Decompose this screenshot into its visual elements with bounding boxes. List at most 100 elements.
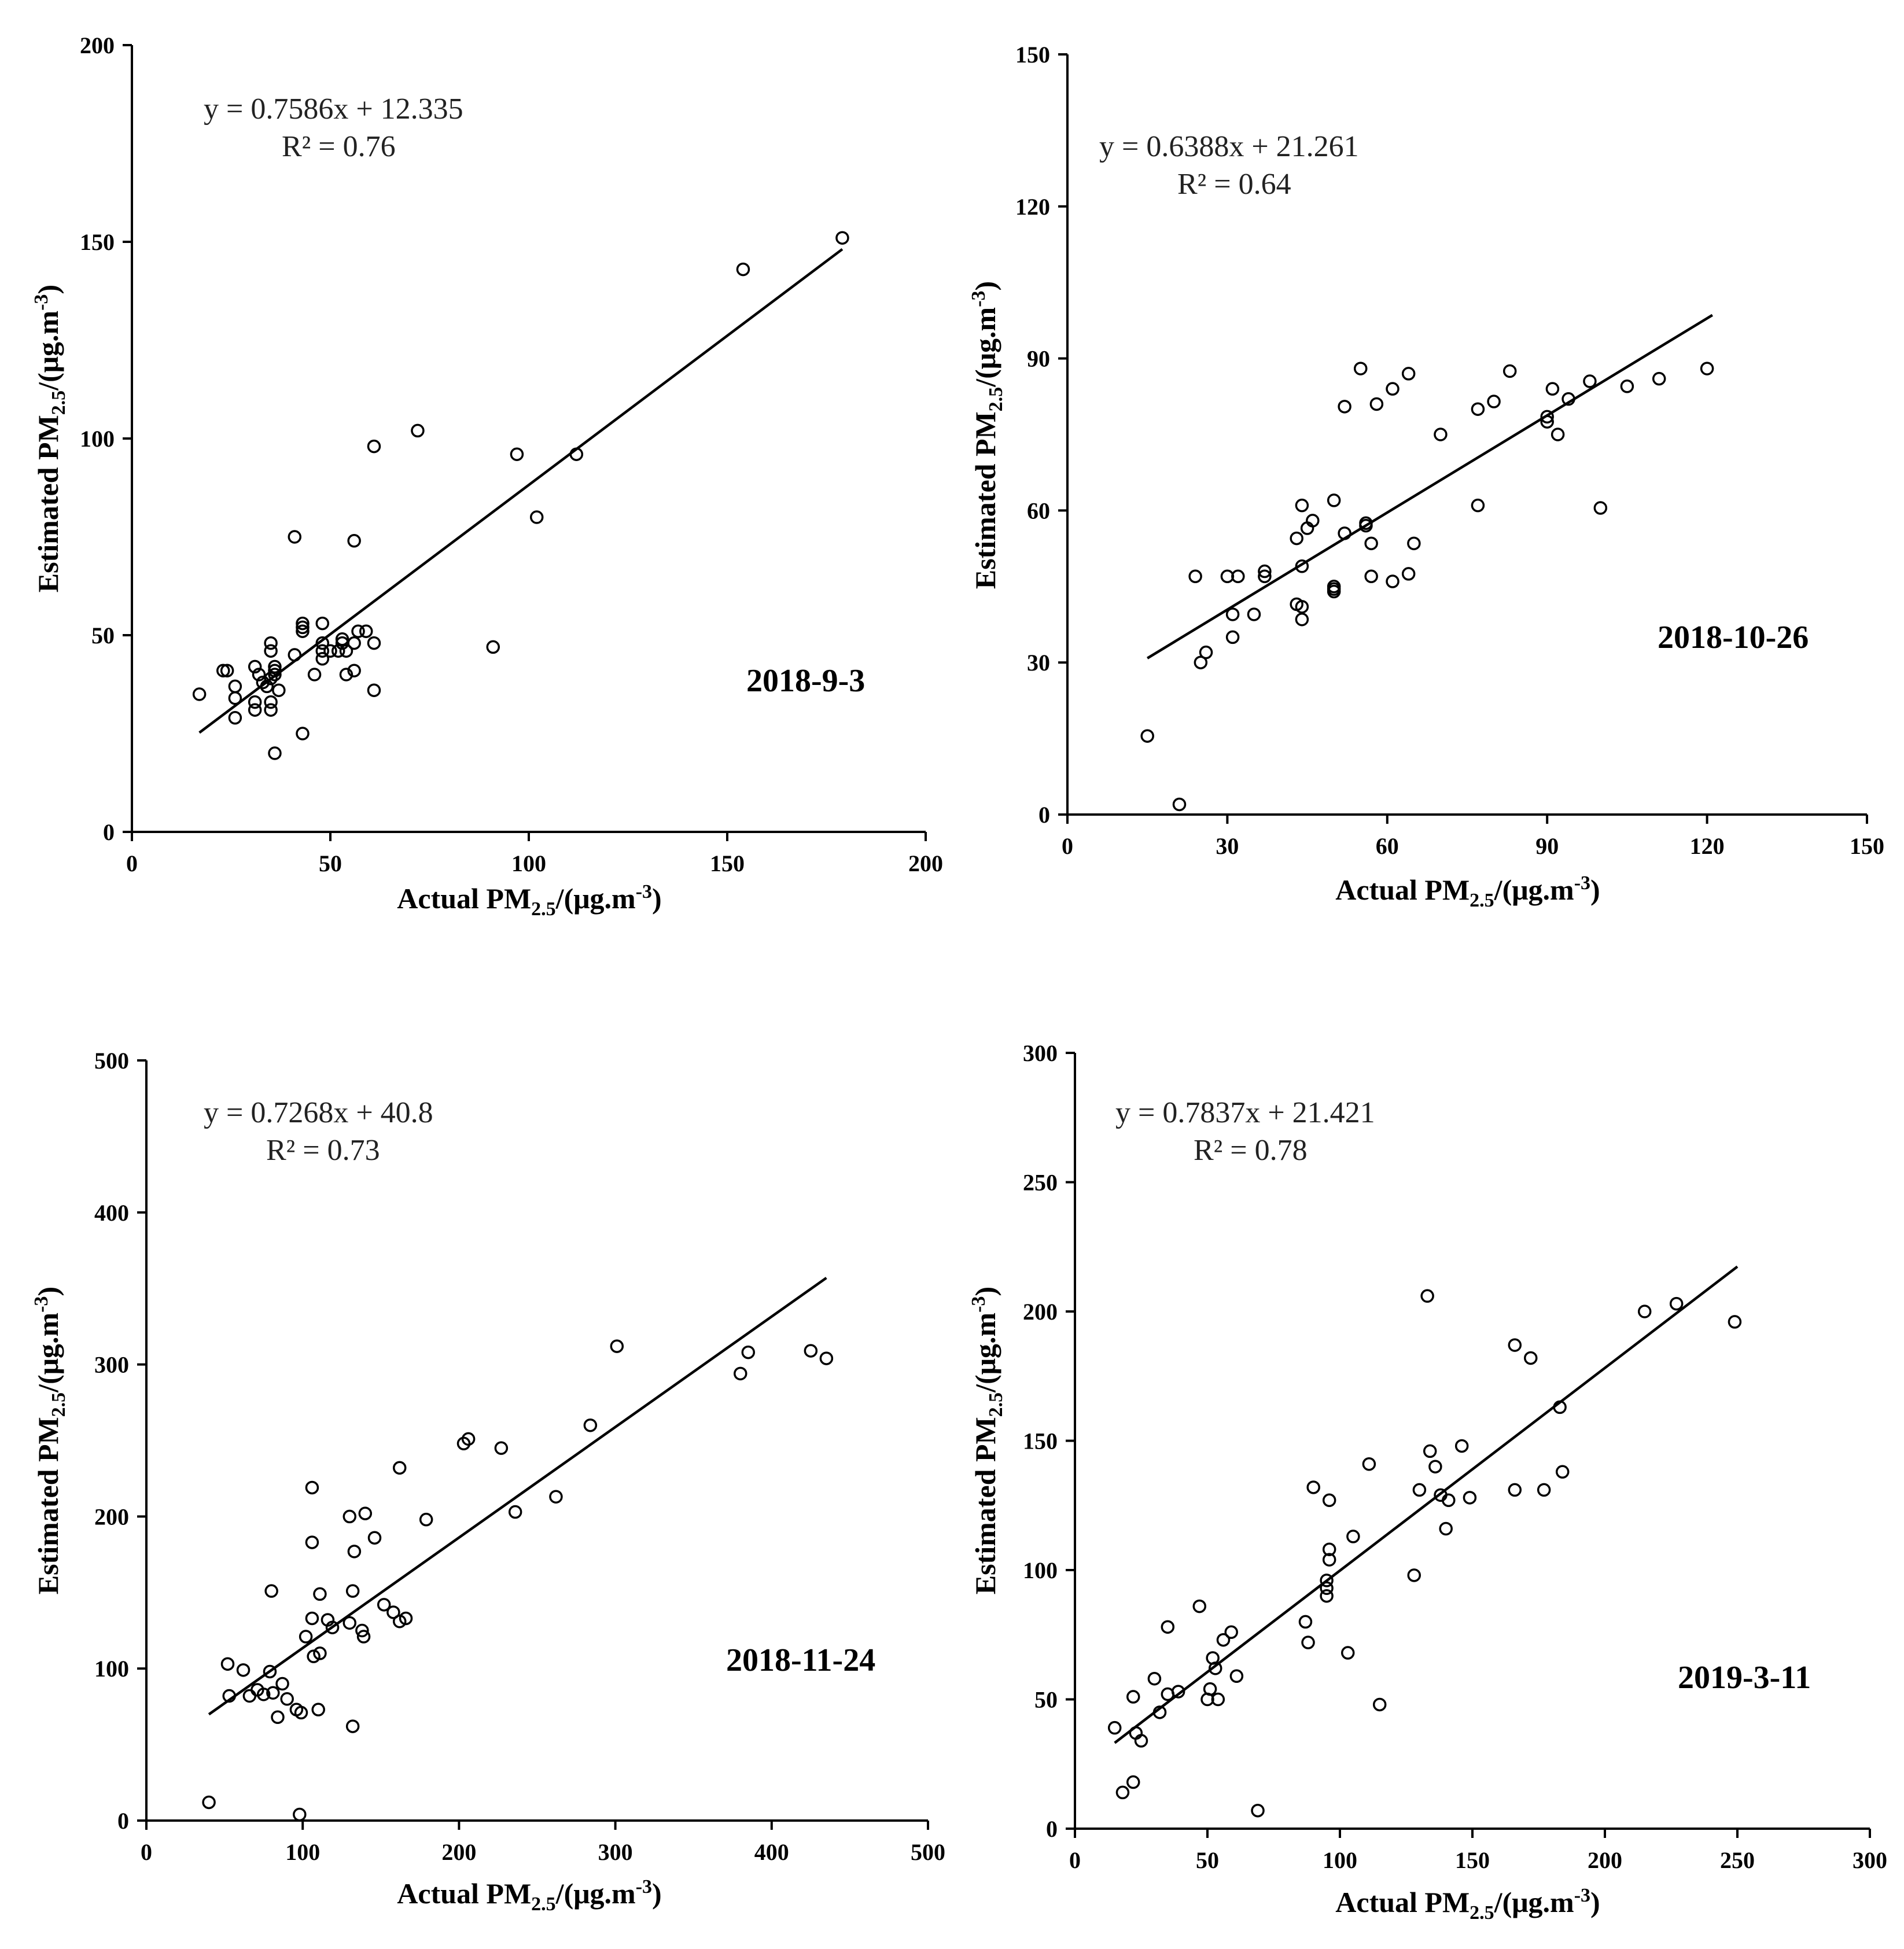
- y-label-sub: 2.5: [48, 1392, 69, 1417]
- data-point: [345, 1719, 360, 1733]
- data-point: [347, 664, 361, 677]
- x-axis-label: Actual PM2.5/(μg.m-3): [1335, 872, 1600, 911]
- x-label-close: ): [652, 882, 662, 915]
- data-point: [1320, 1589, 1334, 1603]
- data-point: [1353, 362, 1368, 375]
- data-point: [1306, 514, 1320, 528]
- data-point: [311, 1703, 325, 1716]
- data-point: [549, 1490, 563, 1504]
- data-point: [1147, 1671, 1162, 1686]
- data-point: [1364, 536, 1378, 551]
- data-point: [242, 1689, 257, 1703]
- axes: [1074, 1053, 1870, 1830]
- data-point: [392, 1461, 407, 1475]
- data-point: [819, 1351, 834, 1365]
- data-point: [307, 668, 322, 681]
- y-tick-label: 150: [80, 229, 115, 255]
- regression-equation: y = 0.7268x + 40.8: [204, 1096, 433, 1129]
- axes: [145, 1060, 928, 1822]
- data-point: [1172, 797, 1187, 812]
- x-label-close: ): [1590, 1886, 1600, 1918]
- data-point: [343, 1509, 357, 1524]
- data-point: [1258, 569, 1272, 584]
- data-point: [1362, 1457, 1376, 1471]
- y-label-sup: -3: [968, 290, 989, 307]
- data-point: [216, 664, 230, 677]
- x-tick-label: 0: [1062, 833, 1073, 859]
- y-tick-label: 200: [80, 32, 115, 58]
- data-point: [1401, 367, 1416, 381]
- x-tick-label: 300: [1853, 1847, 1887, 1873]
- x-tick-label: 50: [319, 850, 342, 876]
- scatter-points: [192, 231, 849, 760]
- x-tick-label: 90: [1535, 833, 1559, 859]
- data-point: [296, 727, 310, 740]
- data-point: [315, 616, 330, 631]
- data-point: [305, 1480, 319, 1495]
- data-point: [296, 624, 310, 638]
- data-point: [1216, 1633, 1231, 1647]
- data-point: [367, 636, 381, 650]
- x-ticks: 0 50 100 150 200 250 300: [1069, 1829, 1887, 1873]
- data-point: [1171, 1685, 1185, 1699]
- data-point: [1487, 395, 1501, 408]
- data-point: [734, 1366, 747, 1381]
- data-point: [1372, 1697, 1387, 1712]
- data-point: [1199, 645, 1213, 660]
- data-point: [1540, 410, 1554, 424]
- data-point: [299, 1630, 313, 1644]
- scatter-points: [1140, 362, 1714, 812]
- x-tick-label: 250: [1720, 1847, 1755, 1873]
- y-label-close: ): [969, 281, 1001, 291]
- y-label-close: ): [32, 285, 64, 294]
- x-ticks: 0 30 60 90 120 150: [1062, 815, 1884, 859]
- x-tick-label: 150: [1455, 1847, 1490, 1873]
- data-point: [355, 1623, 369, 1638]
- data-point: [1115, 1785, 1130, 1800]
- x-tick-label: 300: [598, 1839, 633, 1865]
- data-point: [1188, 569, 1202, 584]
- x-tick-label: 120: [1690, 833, 1725, 859]
- data-point: [307, 1649, 321, 1663]
- data-point: [1306, 1480, 1320, 1494]
- data-point: [1369, 397, 1384, 411]
- x-axis-label: Actual PM2.5/(μg.m-3): [397, 1876, 661, 1915]
- panel-2018-9-3: 0 50 100 150 200 0 50 100 150 200 y = 0.7586x + …: [31, 32, 943, 920]
- data-point: [1423, 1444, 1437, 1458]
- data-point: [256, 1688, 271, 1701]
- data-point: [339, 668, 353, 681]
- data-point: [1555, 1465, 1570, 1479]
- x-label-unit: /(μg.m: [555, 1877, 636, 1910]
- x-tick-label: 100: [511, 850, 546, 876]
- y-tick-label: 100: [94, 1656, 129, 1682]
- data-point: [1224, 1625, 1238, 1639]
- data-point: [268, 668, 282, 681]
- data-point: [1420, 1289, 1434, 1303]
- y-tick-label: 120: [1015, 194, 1050, 220]
- data-point: [1107, 1720, 1122, 1735]
- data-point: [1295, 498, 1309, 513]
- data-point: [1386, 574, 1400, 588]
- x-label-sup: -3: [1574, 1885, 1590, 1906]
- panel-2019-3-11: 0 50 100 150 200 250 300 0 50 100 150 200 250 300 y …: [968, 1040, 1887, 1924]
- data-point: [315, 652, 330, 666]
- y-tick-label: 150: [1023, 1428, 1058, 1454]
- r-squared: R² = 0.73: [266, 1134, 380, 1167]
- y-tick-label: 250: [1023, 1170, 1058, 1196]
- data-point: [339, 644, 353, 658]
- data-point: [323, 644, 337, 658]
- x-tick-label: 400: [754, 1839, 789, 1865]
- data-point: [305, 1535, 319, 1549]
- regression-line: [1114, 1265, 1739, 1744]
- y-axis-label: Estimated PM2.5/(μg.m-3): [31, 1287, 69, 1594]
- r-squared: R² = 0.78: [1194, 1134, 1308, 1167]
- data-point: [268, 660, 282, 674]
- y-tick-label: 50: [1034, 1687, 1058, 1713]
- x-label-sup: -3: [1574, 872, 1590, 894]
- data-point: [347, 534, 361, 548]
- data-point: [367, 1531, 382, 1545]
- data-point: [325, 1620, 340, 1634]
- x-tick-label: 200: [441, 1839, 476, 1865]
- y-tick-label: 50: [91, 622, 115, 649]
- data-point: [1140, 729, 1154, 743]
